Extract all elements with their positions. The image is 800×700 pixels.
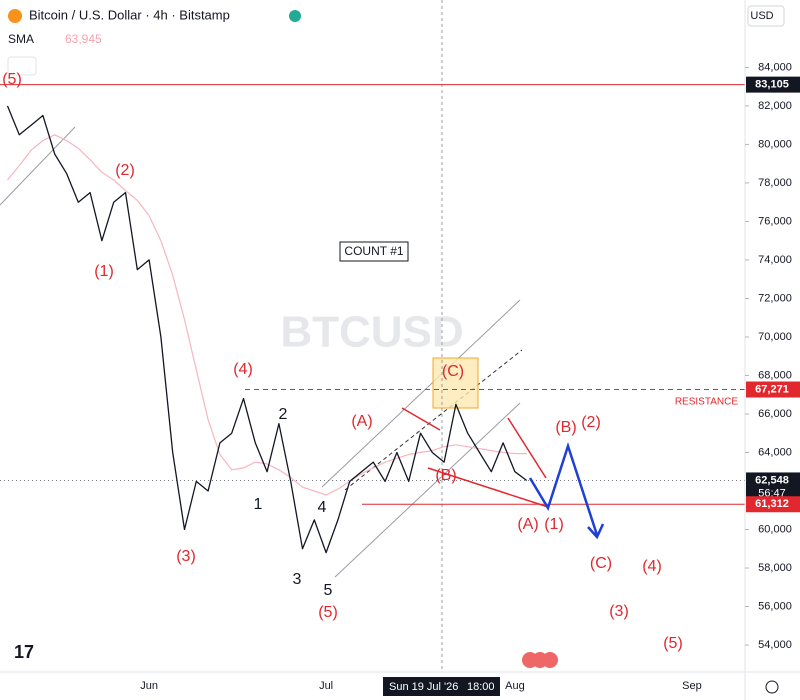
crosshair-time: 18:00 (467, 681, 495, 693)
y-tick-label: 68,000 (758, 369, 792, 381)
y-tick-label: 80,000 (758, 138, 792, 150)
wave-label: 2 (279, 406, 288, 423)
wave-label: (A) (517, 516, 538, 533)
wave-label: (3) (609, 603, 629, 620)
wave-label: (A) (351, 413, 372, 430)
trendlines (401, 407, 549, 508)
x-tick-label: Jun (140, 680, 158, 692)
crosshair-tag (383, 677, 500, 696)
wave-label: (B) (555, 419, 576, 436)
price-tag-label: 61,312 (755, 498, 789, 510)
target-box (432, 357, 479, 409)
axis: 54,000 56,000 58,000 60,000 64,000 66,000 68,0… (140, 61, 800, 696)
trendline (401, 407, 441, 431)
wave-label: (1) (544, 516, 564, 533)
wave-label: (5) (663, 635, 683, 652)
wave-label: (3) (176, 548, 196, 565)
price-tag-label: 83,105 (755, 79, 789, 91)
wave-label: (C) (442, 363, 464, 380)
channel-line (321, 299, 521, 488)
y-tick-label: 54,000 (758, 639, 792, 651)
y-tick-label: 76,000 (758, 215, 792, 227)
trendline (507, 417, 547, 479)
y-tick-label: 72,000 (758, 292, 792, 304)
crosshair-date: Sun 19 Jul '26 (389, 681, 458, 693)
wave-label: (5) (2, 71, 22, 88)
x-tick-label: Jul (319, 680, 333, 692)
price-tag (746, 381, 800, 398)
y-tick-label: 56,000 (758, 600, 792, 612)
coin-icon (8, 9, 22, 23)
y-tick-label: 70,000 (758, 331, 792, 343)
y-tick-label: 60,000 (758, 523, 792, 535)
sma-line (7, 134, 527, 496)
price-tag (746, 496, 800, 513)
wave-label: (B) (435, 467, 456, 484)
status-icon (289, 10, 301, 22)
y-tick-label: 64,000 (758, 446, 792, 458)
y-tick-label: 74,000 (758, 254, 792, 266)
wave-label: (2) (115, 162, 135, 179)
x-tick-label: Aug (505, 680, 525, 692)
count-box (339, 241, 409, 262)
settings-icon[interactable] (765, 680, 779, 694)
plot (0, 84, 745, 554)
wave-label: (2) (581, 414, 601, 431)
projection (528, 441, 599, 536)
wave-label: (4) (233, 361, 253, 378)
price-tag-label: 62,548 (755, 474, 789, 486)
count-label: COUNT #1 (344, 244, 403, 258)
y-tick-label: 84,000 (758, 61, 792, 73)
y-tick-label: 66,000 (758, 408, 792, 420)
currency-button[interactable] (747, 5, 785, 27)
watermark: BTCUSD (280, 308, 463, 357)
price-tag (746, 472, 800, 501)
y-tick-label: 58,000 (758, 562, 792, 574)
price-line (6, 105, 528, 554)
projection-arrow (587, 523, 605, 540)
wave-label: (4) (642, 558, 662, 575)
resistance-label: RESISTANCE (675, 397, 738, 408)
wave-label: (C) (590, 555, 612, 572)
wave-label: 4 (318, 499, 327, 516)
price-tag (746, 76, 800, 93)
event-icons (522, 652, 558, 668)
sma-name: SMA (8, 32, 34, 46)
collapse-button[interactable] (7, 56, 37, 76)
event-icon (542, 652, 558, 668)
wave-label: (1) (94, 263, 114, 280)
wave-label: 3 (293, 571, 302, 588)
x-tick-label: Sep (682, 680, 702, 692)
price-tag-label: 67,271 (755, 383, 789, 395)
channel-line (0, 126, 76, 206)
wave-label: 5 (324, 582, 333, 599)
wave-label: 1 (254, 496, 263, 513)
trendline (427, 467, 549, 508)
y-tick-label: 78,000 (758, 177, 792, 189)
sma-value: 63,945 (65, 32, 102, 46)
currency[interactable]: USD (750, 10, 773, 22)
logo: 17 (14, 642, 34, 662)
y-tick-label: 82,000 (758, 100, 792, 112)
channel-line (334, 402, 521, 578)
wave-label: (5) (318, 604, 338, 621)
chart-title: Bitcoin / U.S. Dollar · 4h · Bitstamp (29, 7, 230, 22)
